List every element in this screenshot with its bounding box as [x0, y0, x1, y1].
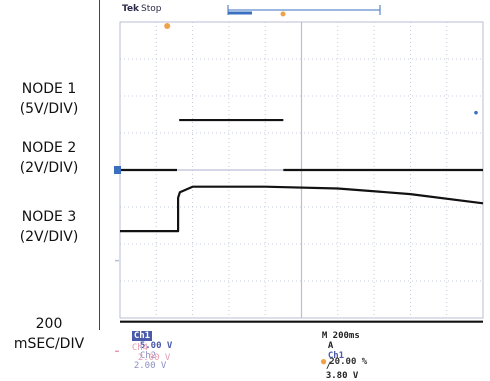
trigger-level: 3.80 V [325, 371, 359, 381]
trace-node-2 [120, 185, 484, 233]
trigger-mode: A [327, 341, 334, 351]
node2-scale: (2V/DIV) [19, 160, 79, 176]
trigger-position-marker [280, 11, 286, 17]
ch1-scale: 5.00 V [139, 341, 173, 351]
node1-label: NODE 1 (5V/DIV) [0, 79, 98, 119]
brand-text: Tek [122, 4, 140, 14]
trigger-level-marker [474, 110, 478, 115]
trigger-source: Ch1 [327, 351, 345, 361]
node2-label: NODE 2 (2V/DIV) [0, 138, 98, 178]
channel-markers [114, 23, 478, 353]
timebase-label: 200 mSEC/DIV [0, 314, 98, 354]
node1-name: NODE 1 [21, 81, 77, 97]
trigger-point-marker [164, 23, 171, 29]
math-readout: Ch4 2.00 V [121, 333, 171, 363]
record-length-bar [227, 5, 381, 15]
node1-scale: (5V/DIV) [19, 101, 79, 117]
oscilloscope-display [114, 5, 484, 353]
timebase-value: 200 [35, 316, 63, 332]
acquisition-state: Stop [141, 4, 162, 14]
node3-scale: (2V/DIV) [19, 229, 79, 245]
node3-label: NODE 3 (2V/DIV) [0, 207, 98, 247]
node3-name: NODE 3 [21, 209, 77, 225]
label-divider [99, 0, 100, 330]
ch1-ground-marker [114, 166, 121, 174]
timebase-unit: mSEC/DIV [13, 336, 85, 352]
ch1-badge: Ch1 [131, 331, 153, 341]
timebase-setting: M 200ms [321, 331, 360, 341]
math-scale: 2.00 V [137, 353, 171, 363]
waveform-traces [120, 118, 484, 323]
ch2-label: Ch2 [139, 351, 157, 361]
scope-brand: Tek Stop [122, 4, 162, 14]
trigger-position-readout: ● 20.00 % [310, 347, 367, 367]
node2-name: NODE 2 [21, 140, 77, 156]
math-label: Ch4 [131, 343, 149, 353]
